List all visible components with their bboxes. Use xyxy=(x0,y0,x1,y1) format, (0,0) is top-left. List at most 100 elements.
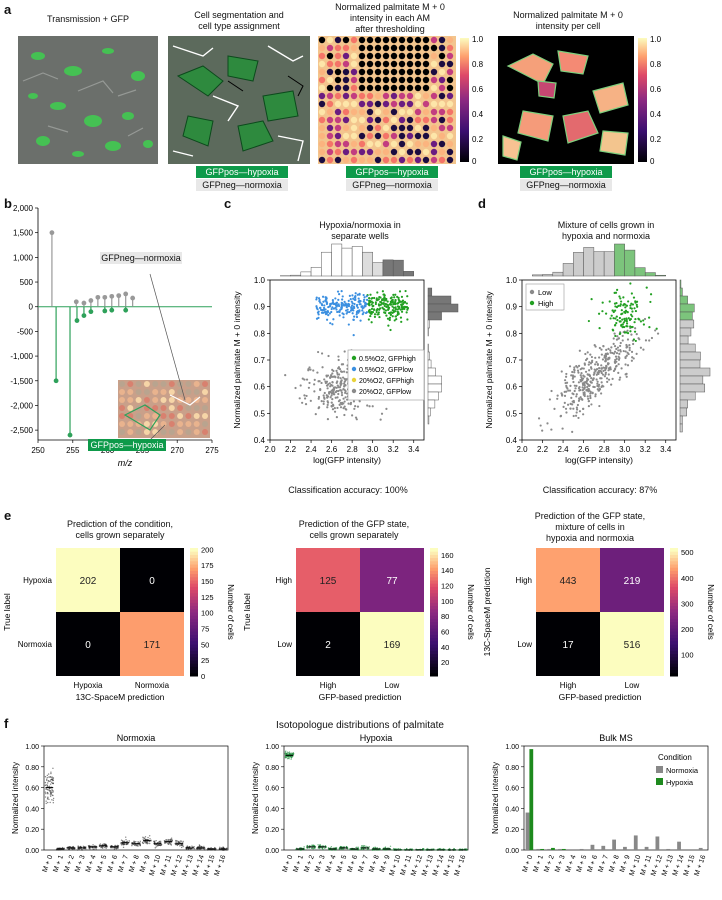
scatter-point xyxy=(338,386,342,389)
inset-pixel xyxy=(152,405,159,411)
y-tick-label: 0.40 xyxy=(505,806,519,813)
cbar-segment xyxy=(190,634,198,639)
iso-point xyxy=(48,798,50,801)
top-histogram-bar xyxy=(593,251,605,277)
cbar-segment xyxy=(190,669,198,674)
scatter-point xyxy=(307,386,310,389)
scatter-point xyxy=(617,349,620,352)
y-tick-label: 0.80 xyxy=(25,765,39,772)
right-histogram-bar xyxy=(679,279,682,289)
iso-point xyxy=(149,838,151,840)
cbar-segment xyxy=(670,557,678,562)
scatter-point xyxy=(595,361,598,364)
scatter-point xyxy=(589,394,592,398)
scatter-point xyxy=(326,406,329,409)
scatter-point xyxy=(369,314,372,318)
cbar-segment xyxy=(670,589,678,594)
cbar-tick-label: 150 xyxy=(201,577,214,586)
scatter-point xyxy=(560,370,563,373)
scatter-point xyxy=(366,404,369,407)
iso-point xyxy=(50,771,52,773)
scatter-point xyxy=(593,371,596,374)
iso-point xyxy=(48,787,51,790)
scatter-point xyxy=(405,306,409,309)
inset-pixel xyxy=(143,429,150,435)
scatter-point xyxy=(316,371,319,374)
inset-pixel xyxy=(202,397,208,403)
panel-e-label: e xyxy=(4,508,12,523)
scatter-point xyxy=(322,400,325,403)
cbar-segment xyxy=(670,608,678,613)
scatter-point xyxy=(598,383,601,386)
scatter-point xyxy=(361,309,364,312)
inset-cell-outline xyxy=(123,404,161,431)
scatter-point xyxy=(537,417,541,420)
cbar-segment xyxy=(430,560,438,565)
scatter-point xyxy=(379,418,382,421)
scatter-point xyxy=(539,424,542,427)
am-pixel xyxy=(398,92,406,100)
cbar-label: Number of cells xyxy=(226,584,235,640)
y-tick-label: 1.0 xyxy=(506,276,518,285)
y-tick-label: -1,000 xyxy=(10,352,33,361)
am-pixel xyxy=(382,132,390,140)
scatter-point xyxy=(582,413,585,416)
am-pixel xyxy=(390,156,398,164)
scatter-point xyxy=(605,348,608,351)
scatter-point xyxy=(620,300,623,303)
scatter-point xyxy=(394,315,398,318)
x-axis-label: log(GFP intensity) xyxy=(313,455,381,465)
am-pixel xyxy=(398,84,406,92)
colorbar-cell: 1.0 0.8 0.6 0.4 0.2 0 xyxy=(638,36,662,164)
scatter-point xyxy=(325,300,328,303)
iso-point xyxy=(83,846,85,848)
inset-pixel xyxy=(177,421,184,427)
scatter-point xyxy=(624,350,627,353)
scatter-point xyxy=(338,403,341,406)
inset-pixel xyxy=(185,429,192,435)
am-pixel xyxy=(382,124,390,132)
cbar-segment xyxy=(430,548,438,552)
am-pixel xyxy=(406,36,414,44)
am-pixel xyxy=(430,156,438,164)
scatter-point xyxy=(334,396,337,399)
cm-value: 171 xyxy=(144,640,161,651)
am-pixel xyxy=(430,148,438,156)
spectrum-annotation-hypoxia: GFPpos—hypoxia xyxy=(88,439,166,451)
iso-point xyxy=(105,847,107,849)
panel-c-label: c xyxy=(224,196,232,211)
scatter-point xyxy=(330,394,333,397)
scatter-point xyxy=(586,351,589,354)
iso-point xyxy=(324,845,327,847)
scatter-point xyxy=(577,416,580,420)
cm-y-label: 13C-SpaceM prediction xyxy=(482,567,492,656)
iso-point xyxy=(48,780,51,783)
cm-col-label: Hypoxia xyxy=(74,681,103,690)
scatter-point xyxy=(338,368,342,371)
cbar-tick-label: 140 xyxy=(441,566,454,575)
scatter-point xyxy=(600,348,603,351)
iso-point xyxy=(50,772,52,775)
scatter-point xyxy=(335,369,338,372)
scatter-point xyxy=(565,372,568,376)
cm-row-label: Low xyxy=(517,640,532,649)
y-tick-label: 0.80 xyxy=(265,765,279,772)
scatter-point xyxy=(620,367,623,370)
scatter-point xyxy=(638,318,641,321)
y-tick-label: 0.8 xyxy=(254,329,266,338)
cbar-label: Number of cells xyxy=(466,584,475,640)
inset-pixel xyxy=(135,397,142,403)
inset-pixel xyxy=(177,381,184,387)
scatter-point xyxy=(619,332,622,335)
scatter-point xyxy=(396,312,400,315)
scatter-point xyxy=(326,396,329,399)
scatter-point xyxy=(317,350,320,354)
iso-point xyxy=(376,847,379,849)
scatter-point xyxy=(325,318,329,321)
am-pixel xyxy=(430,60,438,68)
cbar-tick-label: 100 xyxy=(681,651,694,660)
cbar-tick-label: 100 xyxy=(201,609,214,618)
am-pixel xyxy=(446,148,454,156)
scatter-point xyxy=(623,317,626,320)
scatter-point xyxy=(606,380,609,383)
